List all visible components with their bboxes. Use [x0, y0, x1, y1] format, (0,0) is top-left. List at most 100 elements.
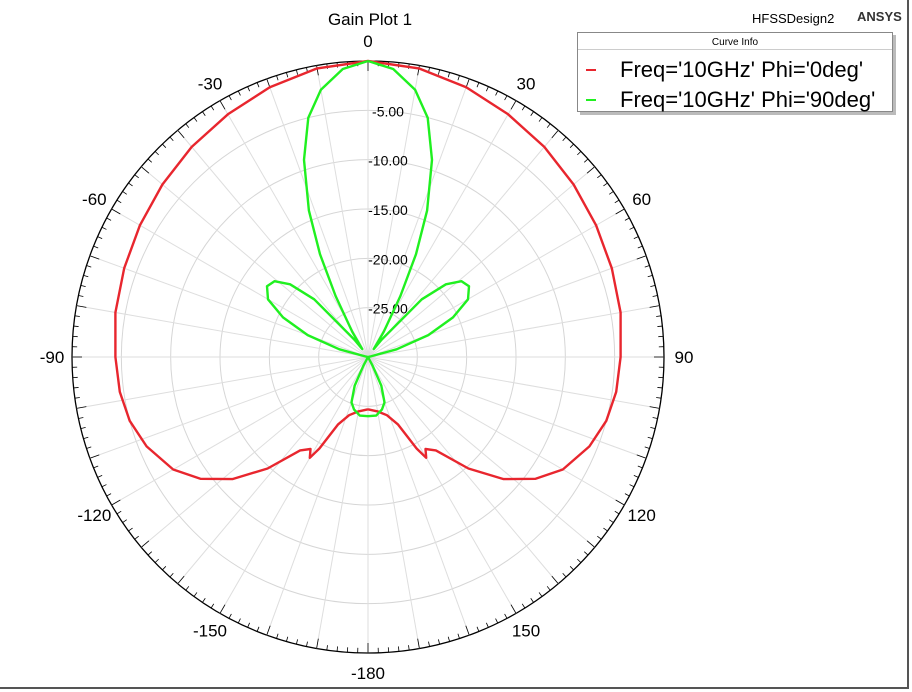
legend-label-phi90: Freq='10GHz' Phi='90deg': [620, 87, 876, 112]
angle-tick: [465, 625, 470, 636]
angle-tick: [562, 136, 567, 142]
angle-tick: [316, 638, 319, 649]
angle-tick: [652, 295, 658, 297]
angle-tick: [228, 95, 232, 101]
grid-spoke: [367, 305, 660, 358]
grid-spoke: [76, 305, 369, 358]
angle-tick: [247, 86, 251, 92]
angle-tick: [510, 604, 517, 614]
angle-tick: [228, 613, 232, 619]
angle-tick: [633, 236, 639, 240]
angle-tick: [97, 236, 103, 240]
angle-tick: [457, 75, 460, 81]
grid-spoke: [89, 356, 369, 459]
angle-tick: [154, 558, 159, 563]
angle-tick: [86, 265, 92, 268]
angle-tick: [569, 143, 574, 148]
angle-label: 90: [675, 348, 694, 367]
angle-tick: [583, 158, 589, 163]
angle-tick: [169, 572, 174, 578]
angle-tick: [89, 255, 100, 260]
angle-tick: [140, 166, 150, 174]
angle-label: -90: [40, 348, 65, 367]
radial-label: -15.00: [368, 202, 408, 218]
angle-tick: [569, 566, 574, 571]
angle-tick: [193, 592, 198, 597]
angle-tick: [530, 111, 534, 116]
legend-item-phi90[interactable]: Freq='10GHz' Phi='90deg': [582, 87, 887, 113]
angle-tick: [624, 217, 630, 221]
angle-tick: [202, 111, 206, 116]
angle-tick: [256, 82, 260, 88]
angle-tick: [417, 638, 420, 649]
angle-tick: [476, 82, 480, 88]
angle-tick: [657, 325, 663, 327]
angle-tick: [629, 484, 635, 488]
angle-tick: [122, 519, 127, 523]
grid-spoke: [111, 208, 369, 358]
angle-tick: [614, 199, 620, 204]
angle-tick: [111, 208, 121, 215]
grid-spoke: [219, 356, 369, 614]
angle-tick: [583, 551, 589, 556]
angle-tick: [177, 575, 185, 585]
angle-tick: [438, 69, 440, 75]
grid-spoke: [76, 356, 369, 409]
radial-label: -5.00: [372, 103, 404, 119]
angle-tick: [128, 182, 133, 187]
angle-tick: [202, 598, 206, 603]
angle-label: -150: [193, 622, 227, 641]
angle-tick: [521, 105, 526, 111]
angle-labels: 0 30 60 90 120 150 -180 -150 -120 -90 -60 -30: [40, 32, 694, 683]
angle-tick: [147, 551, 153, 556]
angle-tick: [122, 191, 127, 195]
grid-spoke: [367, 356, 420, 649]
angle-tick: [97, 474, 103, 478]
radial-label: -20.00: [368, 251, 408, 267]
angle-tick: [276, 75, 279, 81]
angle-tick: [177, 129, 185, 139]
angle-tick: [76, 406, 87, 409]
angle-tick: [644, 446, 650, 449]
angle-tick: [603, 182, 608, 187]
grid-spoke: [367, 356, 625, 506]
angle-tick: [438, 639, 440, 645]
angle-tick: [78, 417, 84, 419]
grid-spoke: [140, 166, 369, 358]
angle-tick: [73, 325, 79, 327]
angle-tick: [185, 586, 190, 591]
legend-label-phi0: Freq='10GHz' Phi='0deg': [620, 57, 864, 82]
angle-tick: [296, 69, 298, 75]
angle-tick: [629, 226, 635, 230]
angle-tick: [286, 72, 289, 78]
angle-tick: [169, 136, 174, 142]
angle-label: 0: [363, 32, 372, 51]
angle-tick: [93, 245, 99, 249]
angle-tick: [428, 641, 430, 647]
angle-tick: [74, 315, 80, 317]
angle-tick: [210, 603, 215, 609]
grid-spoke: [367, 208, 625, 358]
angle-tick: [256, 626, 260, 632]
angle-tick: [457, 633, 460, 639]
angle-label: -30: [198, 74, 223, 93]
angle-tick: [185, 123, 190, 128]
angle-tick: [286, 636, 289, 642]
outer-ticks: [72, 61, 664, 653]
angle-tick: [162, 143, 167, 148]
angle-tick: [116, 199, 122, 204]
angle-tick: [609, 191, 614, 195]
angle-label: 30: [517, 74, 536, 93]
angle-label: -120: [77, 506, 111, 525]
angle-tick: [649, 305, 660, 308]
grid-spoke: [367, 356, 660, 409]
angle-tick: [83, 436, 89, 439]
angle-tick: [326, 645, 328, 651]
angle-tick: [154, 151, 159, 156]
angle-tick: [106, 493, 112, 497]
legend-item-phi0[interactable]: Freq='10GHz' Phi='0deg': [582, 57, 887, 83]
angle-tick: [147, 158, 153, 163]
angle-tick: [276, 633, 279, 639]
legend[interactable]: Curve Info Freq='10GHz' Phi='0deg' Freq=…: [577, 32, 893, 112]
